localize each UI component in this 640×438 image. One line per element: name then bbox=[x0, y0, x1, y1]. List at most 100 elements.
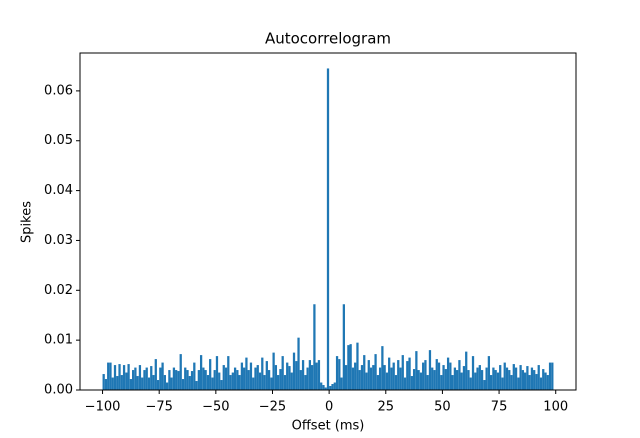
bar bbox=[193, 362, 196, 390]
bar bbox=[408, 357, 411, 390]
bar bbox=[288, 366, 291, 390]
bar bbox=[299, 370, 302, 390]
bar bbox=[197, 370, 200, 390]
y-tick-label: 0.06 bbox=[44, 83, 73, 98]
bar bbox=[417, 370, 420, 390]
x-tick-label: 0 bbox=[325, 400, 333, 415]
bar bbox=[521, 370, 524, 390]
bar bbox=[465, 351, 468, 390]
bar bbox=[304, 375, 307, 390]
bar bbox=[471, 356, 475, 390]
bar bbox=[501, 377, 504, 390]
bar bbox=[324, 387, 327, 390]
bar bbox=[295, 361, 298, 390]
bar bbox=[347, 345, 350, 390]
bar bbox=[218, 372, 221, 390]
bar bbox=[184, 367, 187, 390]
bar bbox=[168, 370, 171, 390]
bar bbox=[127, 364, 130, 390]
bar bbox=[252, 377, 255, 390]
bar bbox=[199, 355, 203, 390]
bar bbox=[227, 356, 230, 390]
bar bbox=[254, 367, 257, 390]
bar bbox=[245, 357, 248, 390]
bar bbox=[474, 372, 477, 390]
bar bbox=[286, 362, 289, 390]
bar bbox=[358, 370, 361, 390]
bar bbox=[367, 360, 370, 390]
bar bbox=[462, 366, 466, 390]
x-tick-label: −75 bbox=[145, 400, 172, 415]
bar bbox=[320, 382, 323, 390]
bar bbox=[147, 377, 151, 390]
bar bbox=[125, 372, 128, 390]
bar bbox=[365, 372, 368, 390]
bar bbox=[483, 380, 486, 390]
bar bbox=[267, 370, 271, 390]
bar bbox=[301, 360, 305, 390]
bar bbox=[478, 365, 481, 390]
bar bbox=[150, 366, 153, 390]
bar bbox=[381, 346, 384, 390]
bar bbox=[107, 362, 110, 390]
bar bbox=[369, 367, 373, 390]
bar bbox=[215, 356, 219, 390]
bar bbox=[397, 360, 400, 390]
bar bbox=[141, 377, 144, 390]
bar bbox=[136, 376, 139, 390]
bar bbox=[229, 375, 232, 390]
bar bbox=[499, 365, 502, 390]
bar bbox=[317, 360, 321, 390]
bar bbox=[116, 376, 119, 390]
bar bbox=[535, 374, 538, 390]
bar bbox=[442, 365, 445, 390]
bar bbox=[154, 359, 157, 390]
bar bbox=[213, 370, 216, 390]
bar bbox=[494, 370, 497, 390]
bar bbox=[163, 375, 166, 390]
chart-title: Autocorrelogram bbox=[265, 30, 391, 48]
bar bbox=[394, 375, 398, 390]
bar bbox=[496, 372, 500, 390]
bar bbox=[145, 367, 148, 390]
bar bbox=[374, 354, 377, 390]
bar bbox=[281, 356, 284, 390]
bar bbox=[290, 372, 293, 390]
bar bbox=[277, 375, 280, 390]
bar bbox=[249, 362, 253, 390]
bar bbox=[311, 365, 314, 390]
bar bbox=[134, 367, 137, 390]
x-axis-label: Offset (ms) bbox=[292, 419, 365, 434]
bar bbox=[388, 357, 391, 390]
bar bbox=[335, 356, 339, 390]
bar bbox=[111, 377, 114, 390]
bar bbox=[392, 362, 395, 390]
bar bbox=[480, 370, 484, 390]
bar bbox=[261, 357, 264, 390]
y-tick-label: 0.05 bbox=[44, 133, 73, 148]
bar bbox=[104, 379, 108, 390]
bar bbox=[122, 365, 126, 390]
bar bbox=[385, 372, 389, 390]
y-tick-label: 0.00 bbox=[44, 383, 73, 398]
bar bbox=[263, 375, 266, 390]
bar bbox=[204, 370, 207, 390]
bar bbox=[433, 370, 436, 390]
bar bbox=[306, 367, 309, 390]
bar bbox=[544, 372, 547, 390]
bar bbox=[410, 376, 413, 390]
bar bbox=[342, 304, 345, 390]
bar bbox=[533, 370, 536, 390]
bar bbox=[331, 384, 334, 390]
bar bbox=[354, 362, 357, 390]
bar bbox=[190, 371, 194, 390]
bar bbox=[422, 362, 425, 390]
bar bbox=[333, 382, 336, 390]
bar bbox=[456, 370, 459, 390]
bar bbox=[247, 370, 250, 390]
bar bbox=[401, 355, 404, 390]
bar bbox=[120, 375, 123, 390]
bar bbox=[460, 372, 463, 390]
bar bbox=[542, 369, 545, 390]
